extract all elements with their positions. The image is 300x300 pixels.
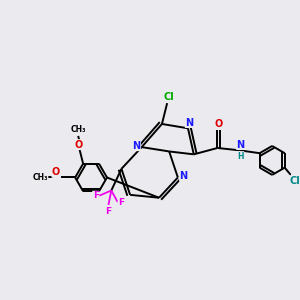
Text: N: N bbox=[180, 171, 188, 181]
Text: O: O bbox=[52, 167, 60, 177]
Text: N: N bbox=[237, 140, 245, 149]
Text: CH₃: CH₃ bbox=[70, 125, 86, 134]
Text: CH₃: CH₃ bbox=[32, 173, 48, 182]
Text: Cl: Cl bbox=[163, 92, 174, 102]
Text: F: F bbox=[93, 191, 99, 200]
Text: O: O bbox=[74, 140, 82, 150]
Text: Cl: Cl bbox=[290, 176, 300, 186]
Text: N: N bbox=[132, 141, 141, 151]
Text: F: F bbox=[105, 207, 112, 216]
Text: F: F bbox=[118, 198, 124, 207]
Text: H: H bbox=[237, 152, 244, 160]
Text: O: O bbox=[215, 119, 223, 129]
Text: N: N bbox=[185, 118, 194, 128]
